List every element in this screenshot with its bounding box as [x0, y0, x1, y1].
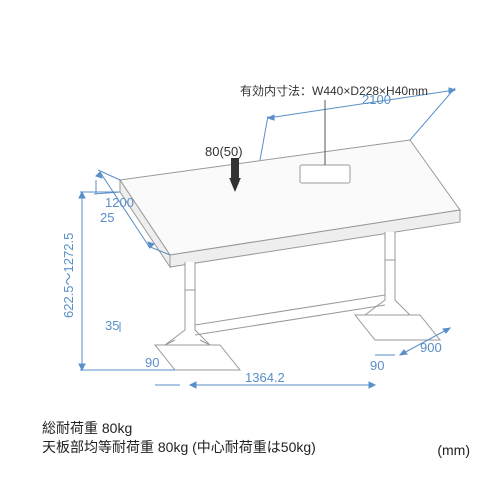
dim-depth: 1200 [105, 195, 134, 210]
dim-foot-depth: 900 [420, 340, 442, 355]
footer-line1: 総耐荷重 80kg [42, 419, 316, 439]
footer-line2: 天板部均等耐荷重 80kg (中心耐荷重は50kg) [42, 438, 316, 458]
dim-foot-w2: 90 [370, 358, 384, 373]
footer-specs: 総耐荷重 80kg 天板部均等耐荷重 80kg (中心耐荷重は50kg) [42, 419, 316, 458]
dim-center-load: 80(50) [205, 144, 243, 159]
dim-thickness: 25 [100, 210, 114, 225]
dim-foot-w1: 90 [145, 355, 159, 370]
annotation-effective-size: 有効内寸法：W440×D228×H40mm [240, 82, 428, 99]
dim-height-range: 622.5～1272.5 [58, 233, 77, 318]
dim-leg-thick: 35 [105, 318, 119, 333]
dim-width: 2100 [362, 92, 391, 107]
unit-label: (mm) [437, 442, 470, 458]
dim-leg-span: 1364.2 [245, 370, 285, 385]
